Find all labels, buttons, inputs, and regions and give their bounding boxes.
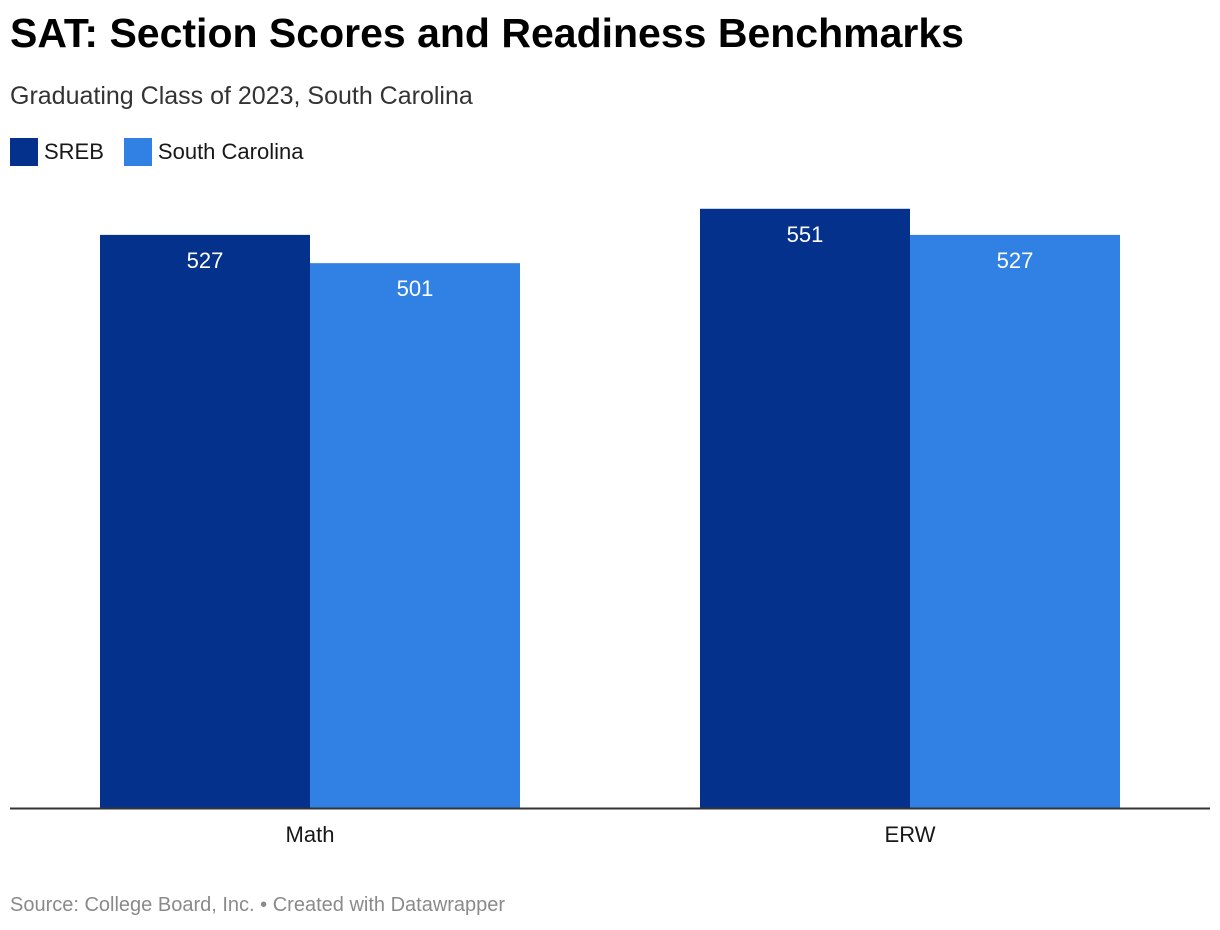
data-label-sreb-math: 527 [187, 248, 224, 273]
source-note: Source: College Board, Inc. [10, 894, 255, 916]
chart-footer: Source: College Board, Inc. • Created wi… [10, 894, 505, 917]
legend-label-south-carolina: South Carolina [157, 139, 304, 164]
x-tick-label-math: Math [286, 822, 335, 847]
bar-south-carolina-erw [910, 234, 1120, 808]
chart-subtitle: Graduating Class of 2023, South Carolina [10, 82, 473, 110]
legend-label-sreb: SREB [44, 139, 104, 164]
legend: SREB South Carolina [10, 138, 303, 166]
data-label-south-carolina-erw: 527 [997, 248, 1034, 273]
bar-chart: 527 501 Math 551 527 ERW [10, 208, 1210, 847]
legend-swatch-sreb [10, 138, 38, 166]
bar-sreb-math [100, 234, 310, 808]
footer-separator: • [260, 894, 268, 916]
data-label-sreb-erw: 551 [787, 222, 824, 247]
legend-item-south-carolina: South Carolina [123, 138, 304, 166]
chart-title: SAT: Section Scores and Readiness Benchm… [10, 10, 964, 56]
legend-swatch-south-carolina [123, 138, 152, 166]
credit-note: Created with Datawrapper [272, 894, 506, 916]
bar-sreb-erw [700, 208, 910, 809]
data-label-south-carolina-math: 501 [397, 276, 434, 301]
bar-south-carolina-math [310, 263, 520, 809]
x-tick-label-erw: ERW [885, 822, 936, 847]
legend-item-sreb: SREB [10, 138, 104, 166]
